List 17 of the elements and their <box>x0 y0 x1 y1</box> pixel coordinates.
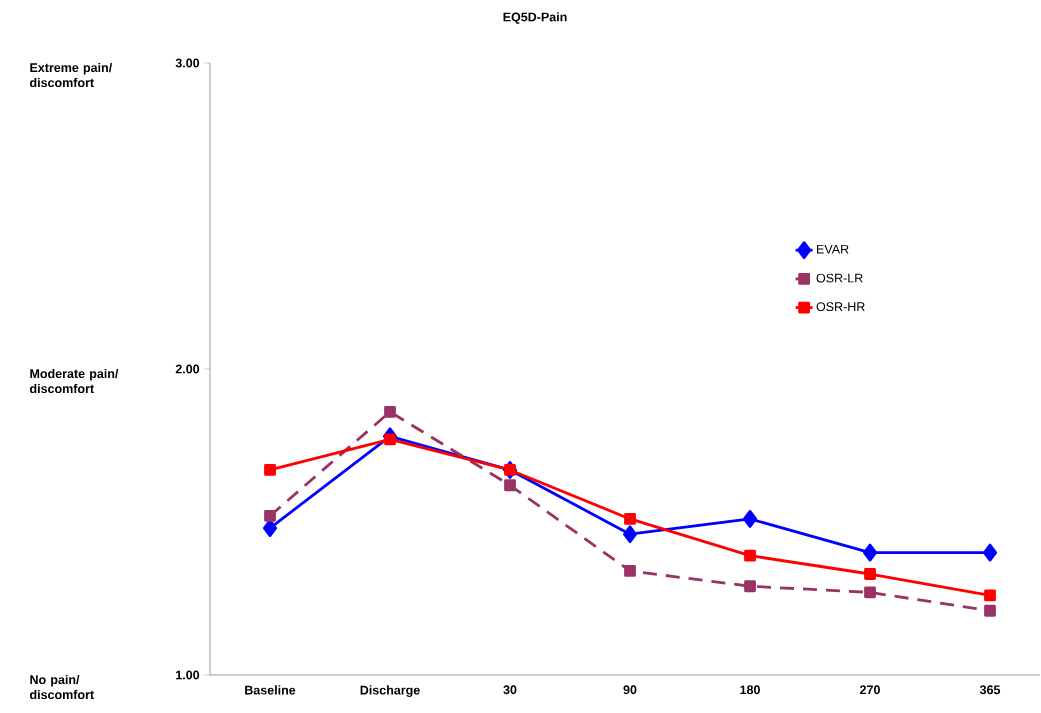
text: Moderate pain/ discomfort <box>30 368 119 394</box>
x-tick-label: 270 <box>860 685 880 695</box>
x-tick-label: Discharge <box>360 685 420 698</box>
x-tick-label: 90 <box>623 685 637 695</box>
x-tick-label: 180 <box>740 685 760 695</box>
x-tick-label: 30 <box>503 685 517 695</box>
y-tick-label: 3.00 <box>175 58 200 68</box>
chart-title: EQ5D-Pain <box>503 12 567 24</box>
text: No pain/ discomfort <box>30 674 94 700</box>
legend-label: OSR-LR <box>816 273 863 283</box>
text: Extreme pain/ discomfort <box>30 62 113 88</box>
x-tick-label: 365 <box>979 685 1001 695</box>
legend-label: OSR-HR <box>816 302 865 312</box>
x-tick-label: Baseline <box>245 685 296 695</box>
y-tick-label: 2.00 <box>175 364 200 374</box>
legend-label: EVAR <box>817 244 849 254</box>
y-tick-label: 1.00 <box>176 670 200 680</box>
